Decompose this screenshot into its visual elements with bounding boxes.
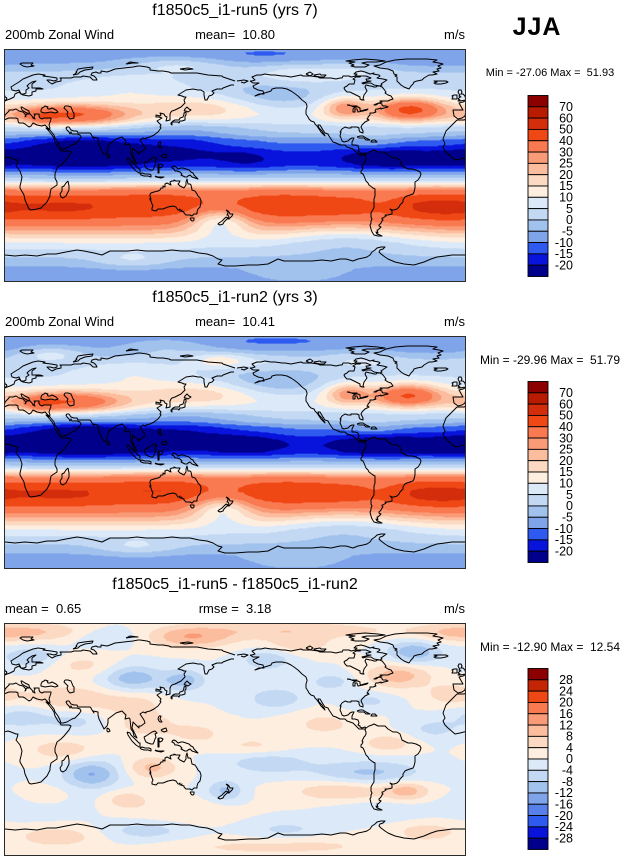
svg-text:0: 0 [566,499,573,513]
svg-text:-4: -4 [562,764,573,778]
svg-text:-24: -24 [555,820,573,834]
svg-text:70: 70 [559,100,573,114]
svg-text:15: 15 [559,465,573,479]
svg-text:20: 20 [559,454,573,468]
svg-text:-15: -15 [555,533,573,547]
svg-text:10: 10 [559,477,573,491]
svg-text:60: 60 [559,397,573,411]
svg-text:24: 24 [559,684,573,698]
svg-text:-10: -10 [555,236,573,250]
svg-text:5: 5 [566,202,573,216]
svg-text:10: 10 [559,191,573,205]
svg-text:-15: -15 [555,247,573,261]
svg-text:50: 50 [559,123,573,137]
svg-text:20: 20 [559,168,573,182]
svg-text:-10: -10 [555,522,573,536]
svg-text:25: 25 [559,443,573,457]
svg-text:60: 60 [559,111,573,125]
svg-text:25: 25 [559,157,573,171]
svg-text:40: 40 [559,420,573,434]
svg-text:-20: -20 [555,809,573,823]
svg-text:-12: -12 [555,786,573,800]
svg-text:0: 0 [566,752,573,766]
svg-text:12: 12 [559,718,573,732]
svg-text:-8: -8 [562,775,573,789]
svg-text:16: 16 [559,707,573,721]
svg-text:70: 70 [559,386,573,400]
svg-text:5: 5 [566,488,573,502]
svg-text:8: 8 [566,730,573,744]
svg-text:50: 50 [559,409,573,423]
svg-text:20: 20 [559,696,573,710]
svg-text:-5: -5 [562,224,573,238]
svg-text:30: 30 [559,431,573,445]
svg-text:-20: -20 [555,544,573,558]
svg-text:-5: -5 [562,510,573,524]
svg-text:15: 15 [559,179,573,193]
svg-text:40: 40 [559,134,573,148]
svg-text:4: 4 [566,741,573,755]
svg-text:-28: -28 [555,831,573,845]
svg-text:30: 30 [559,145,573,159]
svg-text:-20: -20 [555,258,573,272]
svg-text:0: 0 [566,213,573,227]
svg-text:28: 28 [559,673,573,687]
svg-text:-16: -16 [555,797,573,811]
